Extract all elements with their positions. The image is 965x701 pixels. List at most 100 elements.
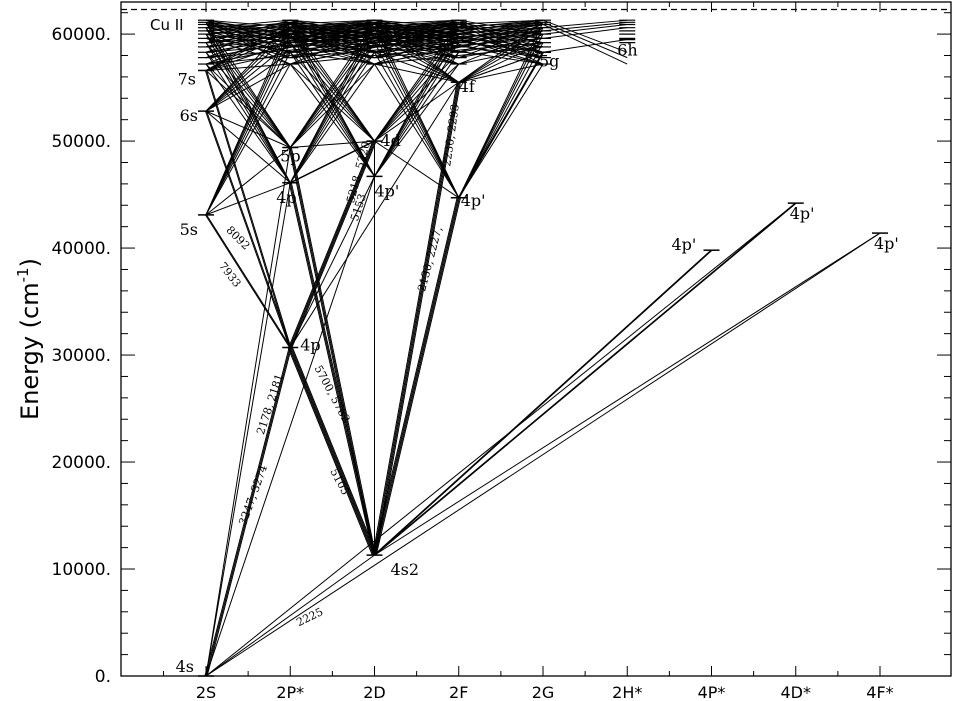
upper-transition-line (458, 52, 544, 199)
upper-transition-line (458, 37, 544, 53)
upper-transition-line (289, 42, 375, 148)
x-axis-ticks: 2S 2P* 2D 2F 2G 2H* 4P* 4D* 4F* (163, 2, 894, 701)
upper-transition-line (458, 19, 544, 53)
upper-transition-line (458, 42, 544, 199)
upper-transition-line (458, 51, 544, 83)
upper-transition-line (458, 23, 544, 35)
transition-line (205, 232, 881, 677)
upper-transition-line (289, 52, 375, 177)
upper-transition-line (205, 21, 375, 59)
upper-transition-line (290, 30, 459, 53)
energy-level-label: 6s (180, 106, 198, 125)
upper-transition-line (542, 19, 628, 53)
upper-transition-line (374, 33, 544, 59)
upper-transition-line (374, 33, 459, 59)
transition-line (204, 347, 290, 677)
upper-transition-line (374, 22, 460, 177)
transition-line (373, 202, 796, 556)
x-column-label: 4P* (698, 683, 726, 701)
energy-level-label: 4p' (874, 234, 899, 253)
energy-level-label: 4f (459, 77, 476, 96)
upper-transition-line (458, 42, 544, 83)
upper-transition-line (458, 63, 544, 199)
energy-level-label: 5p (280, 146, 300, 165)
transition-line (206, 110, 292, 348)
energy-level-label: 4p' (375, 181, 400, 200)
transition-line (204, 70, 291, 348)
upper-transition-line (290, 21, 459, 32)
upper-transition-line (374, 33, 460, 177)
upper-transition-line (374, 51, 460, 142)
transition-line (205, 110, 291, 184)
upper-transition-line (374, 27, 460, 142)
y-tick-label: 20000. (52, 453, 111, 473)
upper-transition-line (458, 33, 544, 59)
upper-transition-line (289, 63, 375, 184)
upper-transition-line (205, 23, 375, 65)
upper-transition-line (290, 24, 375, 65)
transition-line (288, 347, 374, 556)
y-tick-label: 60000. (52, 25, 111, 45)
transition-line (205, 182, 291, 216)
upper-transition-line (542, 19, 628, 29)
y-tick-label: 0. (95, 667, 111, 687)
x-column-label: 2S (196, 683, 216, 701)
upper-transition-line (289, 63, 375, 177)
transition-line (289, 81, 460, 348)
transition-line (289, 176, 375, 348)
energy-level-label: 6h (617, 40, 637, 59)
upper-transition-line (458, 21, 544, 32)
energy-level-label: 4p (300, 336, 320, 355)
upper-transition-line (205, 27, 291, 71)
x-column-label: 4F* (866, 683, 893, 701)
upper-transition-line (289, 51, 375, 142)
x-column-label: 2D (363, 683, 386, 701)
upper-transition-line (205, 30, 375, 53)
transition-line (373, 197, 459, 556)
upper-level-transitions (198, 19, 636, 216)
transition-line (290, 140, 376, 348)
transition-line (374, 249, 713, 556)
upper-transition-line (205, 24, 291, 65)
upper-transition-line (374, 21, 544, 59)
upper-transition-line (458, 27, 544, 39)
wavelength-label: 2230, 2293 (440, 103, 462, 167)
upper-transition-line (542, 21, 628, 59)
energy-level-label: 4p' (790, 204, 815, 223)
transition-line (290, 347, 377, 556)
upper-transition-line (542, 24, 628, 65)
upper-transition-line (374, 33, 459, 83)
upper-transition-line (374, 22, 460, 142)
transition-line (374, 232, 881, 556)
upper-transition-line (374, 63, 459, 83)
upper-transition-line (290, 21, 459, 59)
upper-transition-line (205, 33, 375, 59)
y-axis-label-superscript: -1 (14, 267, 32, 282)
y-axis-label-text: Energy (cm (16, 282, 44, 420)
transition-line (206, 70, 292, 348)
energy-levels: 4s 5s 6s 7s 4p 4p' 5p 4s2 4p' 4d 4p' 4f 5g 6h 4p' 4p' 4p… (176, 38, 899, 677)
wavelength-label: 5105 (327, 466, 352, 497)
upper-transition-line (289, 42, 375, 184)
transition-line (374, 197, 460, 556)
upper-transition-line (289, 22, 375, 142)
y-axis-label: Energy (cm-1) (14, 258, 44, 420)
upper-transition-line (374, 63, 460, 199)
y-tick-label: 30000. (52, 346, 111, 366)
upper-transition-line (290, 23, 459, 35)
energy-level-label: 4p' (672, 235, 697, 254)
x-column-label: 2F (449, 683, 468, 701)
upper-transition-line (374, 42, 460, 177)
energy-level-label: 4p' (276, 188, 301, 207)
energy-level-label: 7s (178, 69, 196, 88)
energy-level-label: 4p' (461, 191, 486, 210)
upper-transition-line (205, 23, 375, 35)
upper-transition-line (374, 42, 460, 142)
transition-line (290, 140, 375, 148)
upper-transition-line (290, 23, 459, 65)
energy-level-label: 5s (180, 220, 198, 239)
transition-line (205, 182, 291, 677)
upper-transition-line (374, 63, 460, 177)
